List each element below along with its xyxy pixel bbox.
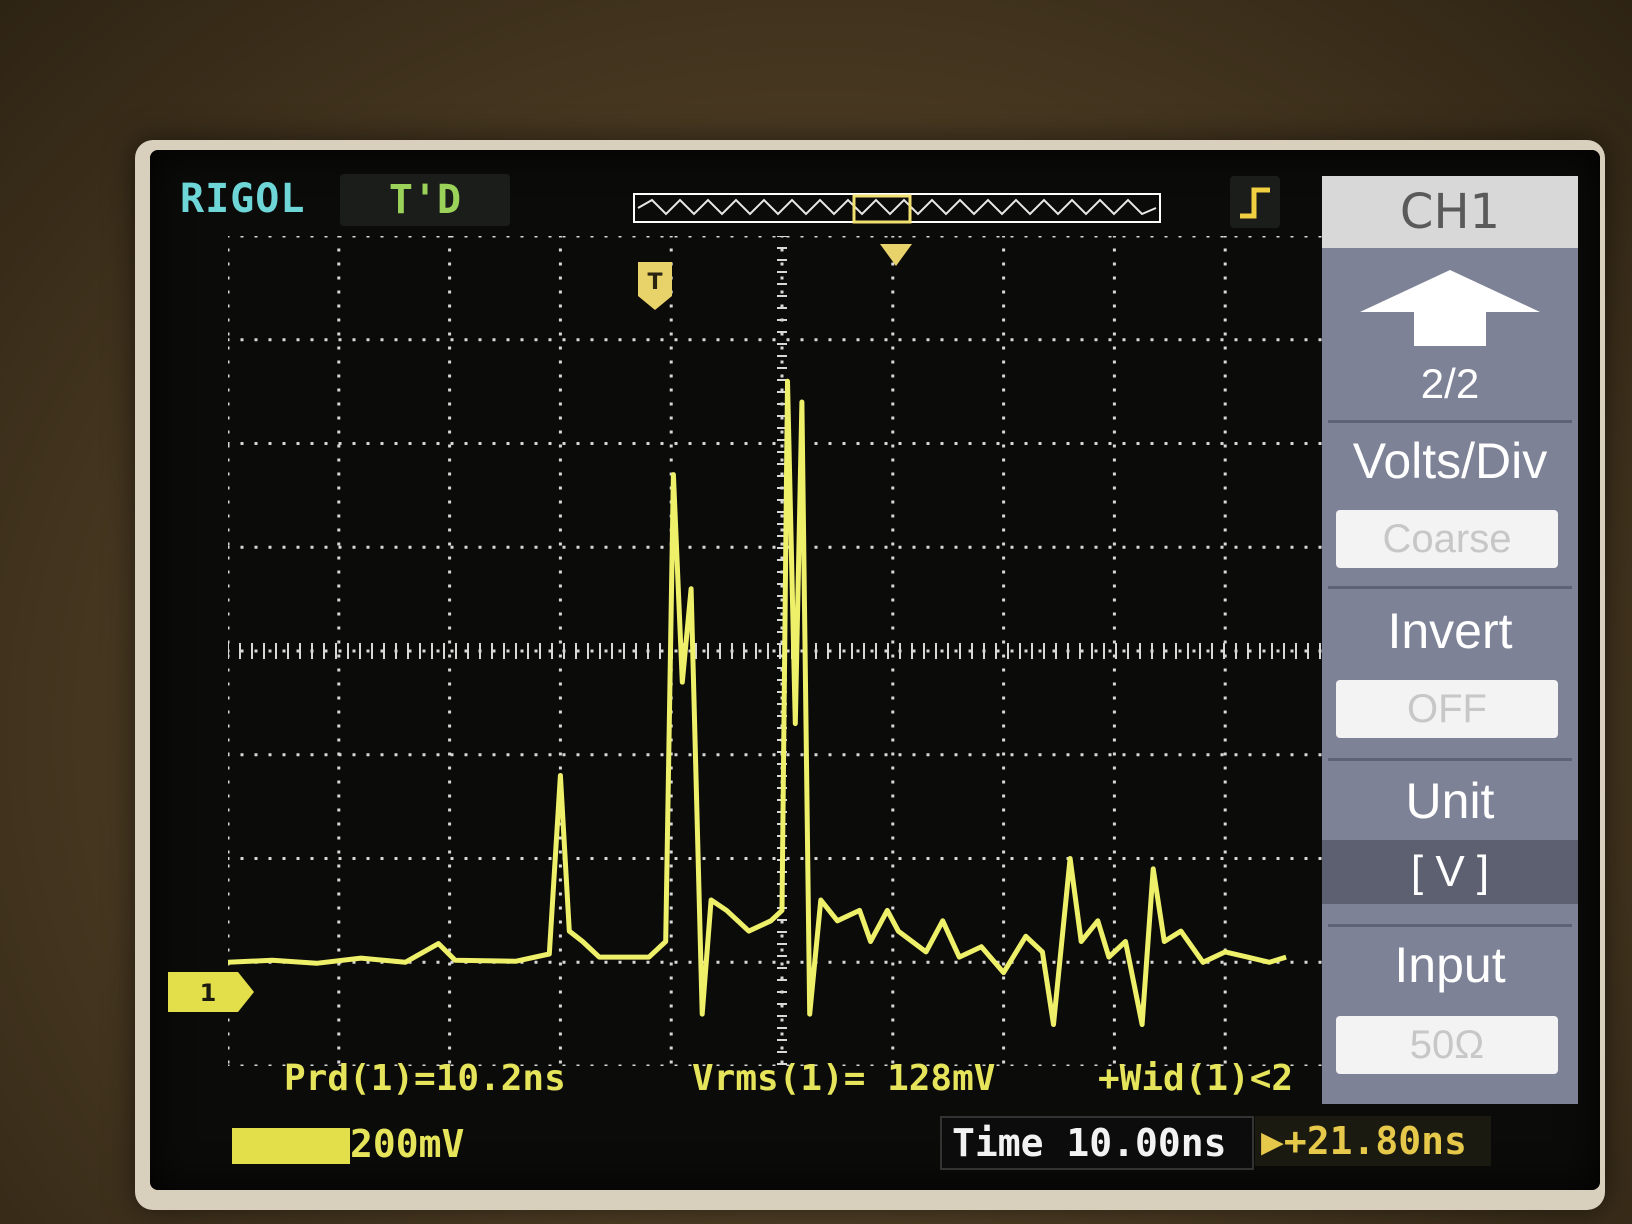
menu-divider [1328, 586, 1572, 589]
brand-logo: RIGOL [180, 176, 306, 222]
channel-1-scale: 200mV [350, 1122, 465, 1166]
rising-edge-icon [1240, 187, 1270, 219]
menu-divider [1328, 420, 1572, 423]
svg-text:T: T [647, 270, 662, 295]
ch1-waveform-trace [228, 378, 1287, 1027]
channel-1-ground-marker: 1 [168, 972, 254, 1012]
menu-title: CH1 [1322, 176, 1578, 248]
waveform-grid [228, 236, 1336, 1066]
trigger-offset-readout: ▶+21.80ns [1255, 1116, 1491, 1166]
channel-1-coupling-badge [232, 1128, 350, 1164]
trigger-edge-indicator [1230, 176, 1280, 228]
timebase-readout: Time 10.00ns [940, 1116, 1254, 1170]
arrow-up-icon [1360, 270, 1540, 346]
measurement-period: Prd(1)=10.2ns [284, 1058, 566, 1099]
invert-value: OFF [1336, 680, 1558, 738]
memory-depth-indicator [633, 193, 1161, 224]
unit-softkey[interactable]: Unit [1405, 773, 1495, 829]
measurement-width: +Wid(1)<2 [1098, 1058, 1294, 1099]
volts-div-value: Coarse [1336, 510, 1558, 568]
input-softkey[interactable]: Input [1394, 937, 1506, 993]
trigger-position-marker: T [638, 262, 672, 310]
menu-page-indicator: 2/2 [1420, 360, 1480, 407]
menu-divider [1328, 924, 1572, 927]
unit-value: [ V ] [1322, 840, 1578, 904]
trigger-level-marker [880, 244, 912, 266]
page-up-button[interactable] [1322, 262, 1578, 352]
volts-div-softkey[interactable]: Volts/Div [1352, 433, 1548, 489]
trigger-status: T'D [340, 174, 510, 226]
svg-text:1: 1 [200, 979, 217, 1007]
invert-softkey[interactable]: Invert [1387, 603, 1513, 659]
input-impedance-value: 50Ω [1336, 1016, 1558, 1074]
ch1-softkey-menu: CH1 2/2 Volts/Div Coarse Invert OFF Unit… [1322, 176, 1578, 1104]
measurement-vrms: Vrms(1)= 128mV [692, 1058, 996, 1099]
menu-divider [1328, 758, 1572, 761]
